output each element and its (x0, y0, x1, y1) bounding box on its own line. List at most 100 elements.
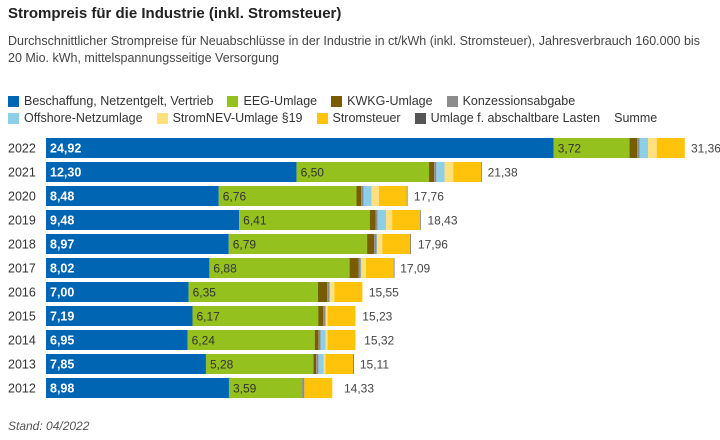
data-label: 3,59 (233, 382, 257, 396)
legend-label: StromNEV-Umlage §19 (172, 111, 303, 125)
bar-segment-3 (375, 210, 378, 230)
bar-segment-1 (228, 378, 303, 398)
bar-segment-4 (436, 162, 445, 182)
total-label: 15,11 (360, 358, 389, 372)
y-tick-label: 2013 (8, 358, 36, 372)
data-label: 8,97 (50, 238, 74, 252)
bar-row-2020: 2020 8,48 6,76 17,76 (8, 186, 444, 206)
legend-item-series-2[interactable]: KWKG-Umlage (331, 94, 433, 108)
bar-segment-5 (325, 306, 328, 326)
bar-segment-6 (392, 210, 421, 230)
legend-swatch (156, 112, 168, 124)
bar-segment-0 (46, 330, 188, 350)
data-label: 6,41 (243, 214, 267, 228)
legend-label: Konzessionsabgabe (462, 94, 576, 108)
bar-segment-1 (296, 162, 430, 182)
bar-segment-6 (334, 282, 363, 302)
data-label: 6,17 (196, 310, 220, 324)
bar-segment-2 (369, 210, 376, 230)
bar-segment-0 (46, 378, 229, 398)
y-tick-label: 2012 (8, 382, 36, 396)
bar-segment-3 (637, 138, 640, 158)
bar-segment-5 (648, 138, 657, 158)
bar-segment-2 (349, 258, 359, 278)
bar-segment-0 (46, 162, 297, 182)
bar-segment-0 (46, 138, 554, 158)
bar-segment-6 (382, 234, 411, 254)
source-date: Stand: 04/2022 (8, 419, 90, 433)
legend-swatch (414, 112, 426, 124)
legend-label: Beschaffung, Netzentgelt, Vertrieb (24, 94, 214, 108)
legend-item-series-4[interactable]: Offshore-Netzumlage (8, 111, 143, 125)
bar-segment-5 (330, 282, 335, 302)
y-tick-label: 2017 (8, 262, 36, 276)
legend-swatch (446, 95, 458, 107)
bar-segment-2 (318, 306, 324, 326)
bar-row-2013: 2013 7,85 5,28 15,11 (8, 354, 389, 374)
bar-segment-2 (313, 354, 317, 374)
total-label: 15,32 (364, 334, 394, 348)
bar-segment-1 (218, 186, 357, 206)
bar-row-2022: 2022 24,92 3,72 31,36 (8, 138, 720, 158)
bar-segment-5 (386, 210, 393, 230)
legend-item-series-0[interactable]: Beschaffung, Netzentgelt, Vertrieb (8, 94, 213, 108)
legend-label: EEG-Umlage (243, 94, 318, 108)
bar-segment-6 (656, 138, 685, 158)
bar-segment-6 (453, 162, 482, 182)
bar-segment-1 (205, 354, 314, 374)
chart-title: Strompreis für die Industrie (inkl. Stro… (8, 5, 342, 22)
legend-item-totals[interactable]: Summe (614, 111, 657, 125)
bar-segment-1 (239, 210, 370, 230)
data-label: 3,72 (558, 142, 582, 156)
bar-segment-3 (318, 330, 321, 350)
bar-segment-0 (46, 306, 193, 326)
legend-item-series-6[interactable]: Stromsteuer (316, 111, 401, 125)
legend-item-series-7[interactable]: Umlage f. abschaltbare Lasten (414, 111, 601, 125)
bar-segment-7 (393, 258, 395, 278)
data-label: 6,35 (193, 286, 217, 300)
chart-legend: Beschaffung, Netzentgelt, Vertrieb EEG-Um… (8, 94, 720, 125)
bar-segment-0 (46, 234, 229, 254)
bar-row-2014: 2014 6,95 6,24 15,32 (8, 330, 395, 350)
bar-row-2019: 2019 9,48 6,41 18,43 (8, 210, 458, 230)
bar-segment-4 (360, 258, 362, 278)
legend-label: Umlage f. abschaltbare Lasten (430, 111, 601, 125)
legend-swatch (8, 95, 19, 107)
y-tick-label: 2015 (8, 310, 36, 324)
bar-segment-5 (323, 354, 326, 374)
bar-segment-3 (358, 258, 361, 278)
bar-segment-0 (46, 186, 219, 206)
data-label: 6,24 (192, 334, 216, 348)
bar-segment-5 (325, 330, 328, 350)
bar-segment-2 (318, 282, 328, 302)
total-label: 14,33 (344, 382, 374, 396)
data-label: 6,50 (301, 166, 325, 180)
data-label: 6,79 (233, 238, 257, 252)
bar-segment-4 (320, 330, 326, 350)
bar-row-2012: 2012 8,98 3,59 14,33 (8, 378, 374, 398)
legend-item-series-5[interactable]: StromNEV-Umlage §19 (156, 111, 303, 125)
data-label: 7,00 (50, 286, 74, 300)
legend-item-series-1[interactable]: EEG-Umlage (227, 94, 317, 108)
bar-segment-3 (302, 378, 305, 398)
bar-segment-6 (325, 354, 354, 374)
legend-item-series-3[interactable]: Konzessionsabgabe (446, 94, 576, 108)
legend-swatch (331, 95, 343, 107)
total-label: 31,36 (691, 142, 720, 156)
bar-segment-6 (327, 330, 356, 350)
bar-segment-4 (318, 354, 324, 374)
bar-segment-3 (434, 162, 437, 182)
bar-segment-7 (420, 210, 421, 230)
y-tick-label: 2014 (8, 334, 36, 348)
bar-segment-5 (444, 162, 454, 182)
bar-row-2017: 2017 8,02 6,88 17,09 (8, 258, 431, 278)
bar-segment-1 (553, 138, 630, 158)
bar-segment-4 (639, 138, 649, 158)
bar-row-2021: 2021 12,30 6,50 21,38 (8, 162, 518, 182)
bar-segment-4 (377, 210, 387, 230)
total-label: 18,43 (428, 214, 458, 228)
bar-segment-2 (429, 162, 435, 182)
bar-segment-0 (46, 210, 240, 230)
data-label: 8,48 (50, 190, 74, 204)
legend-label: Offshore-Netzumlage (24, 111, 143, 125)
